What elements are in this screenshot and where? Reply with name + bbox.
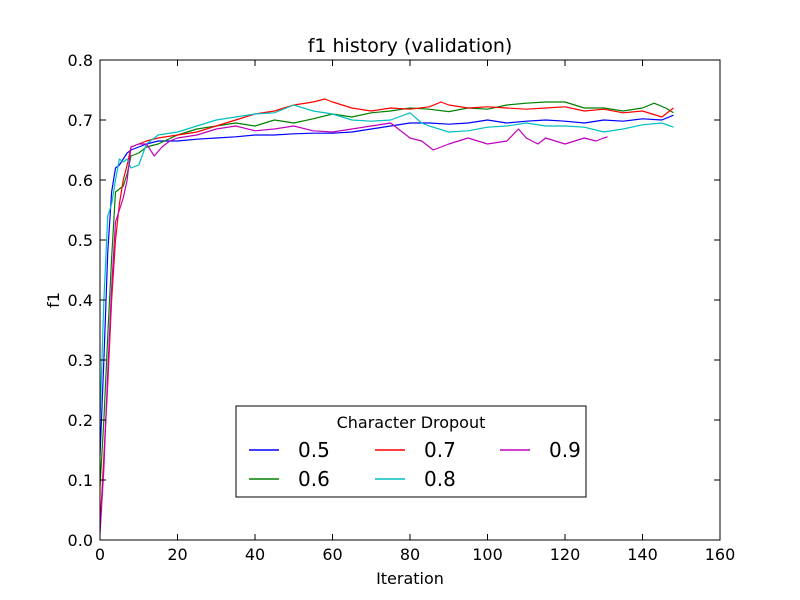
y-tick-label: 0.4: [68, 291, 93, 310]
series-group: [100, 98, 674, 535]
legend-item-0-7: 0.7: [375, 438, 456, 462]
legend-label: 0.5: [298, 438, 330, 462]
series-line-0-7: [100, 98, 674, 529]
legend-title: Character Dropout: [337, 413, 486, 432]
y-tick-label: 0.7: [68, 111, 93, 130]
y-tick-label: 0.0: [68, 531, 93, 550]
x-tick-label: 60: [322, 545, 342, 564]
series-line-0-9: [100, 122, 608, 535]
legend-label: 0.9: [549, 438, 581, 462]
legend-item-0-5: 0.5: [249, 438, 330, 462]
x-tick-label: 140: [627, 545, 658, 564]
y-tick-label: 0.3: [68, 351, 93, 370]
legend-item-0-9: 0.9: [500, 438, 581, 462]
y-tick-label: 0.6: [68, 171, 93, 190]
x-axis-label: Iteration: [376, 569, 444, 588]
legend-item-0-8: 0.8: [375, 467, 456, 491]
plot-area: 0 20 40 60 80 100 120 140 160 0.0 0.1 0.2 0.3 0.4 0.5 0…: [68, 51, 736, 564]
x-tick-label: 40: [245, 545, 265, 564]
legend: Character Dropout 0.5 0.6 0.7 0.8 0.9: [235, 405, 587, 498]
y-tick-label: 0.8: [68, 51, 93, 70]
series-line-0-5: [100, 114, 674, 457]
y-tick-label: 0.2: [68, 411, 93, 430]
series-line-0-6: [100, 101, 674, 487]
x-tick-label: 120: [550, 545, 581, 564]
y-tick-label: 0.5: [68, 231, 93, 250]
series-line-0-8: [100, 104, 674, 421]
legend-label: 0.7: [424, 438, 456, 462]
legend-label: 0.6: [298, 467, 330, 491]
legend-item-0-6: 0.6: [249, 467, 330, 491]
x-tick-label: 160: [705, 545, 736, 564]
legend-box: [235, 405, 587, 498]
x-tick-label: 0: [95, 545, 105, 564]
x-tick-label: 100: [472, 545, 503, 564]
y-tick-label: 0.1: [68, 471, 93, 490]
y-axis-label: f1: [44, 292, 63, 308]
x-tick-label: 80: [400, 545, 420, 564]
chart-title: f1 history (validation): [308, 35, 513, 57]
legend-label: 0.8: [424, 467, 456, 491]
x-tick-label: 20: [167, 545, 187, 564]
